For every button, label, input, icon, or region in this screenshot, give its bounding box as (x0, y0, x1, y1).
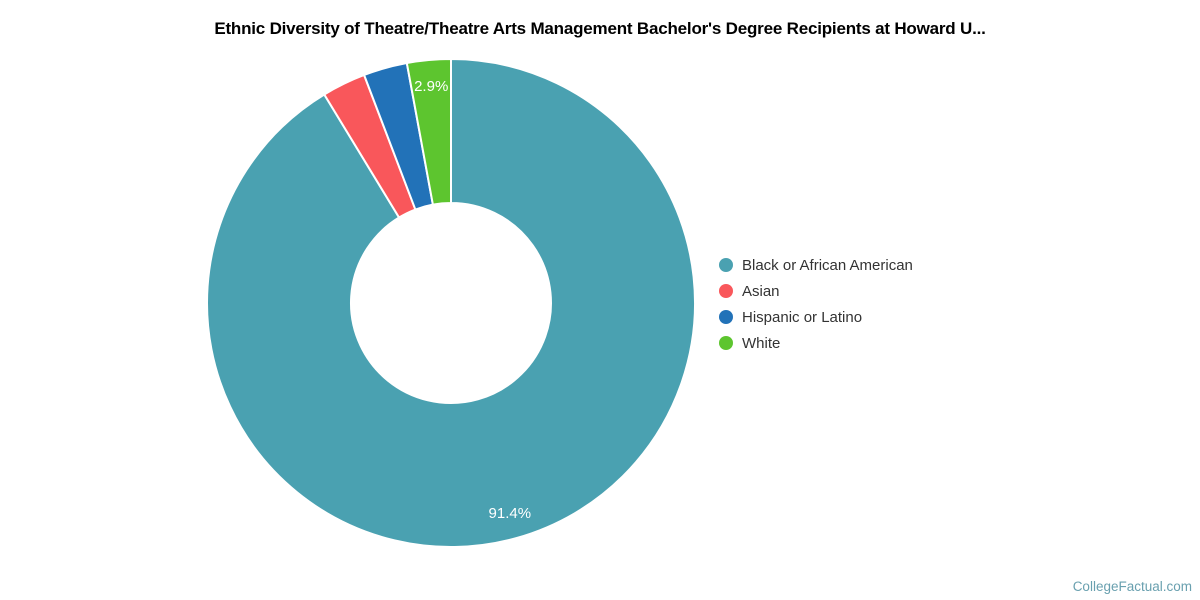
legend-marker-icon (719, 284, 733, 298)
donut-slices (206, 58, 696, 548)
legend-marker-icon (719, 258, 733, 272)
legend-item-asian[interactable]: Asian (719, 278, 913, 304)
slice-label-white: 2.9% (414, 78, 448, 95)
slice-labels: 91.4% 2.9% (414, 78, 531, 522)
pie-slice-white[interactable] (405, 58, 452, 206)
legend-marker-icon (719, 310, 733, 324)
slice-label-black-or-african-american: 91.4% (489, 505, 532, 522)
legend-item-white[interactable]: White (719, 330, 913, 356)
legend-label: Black or African American (742, 256, 913, 274)
legend-item-black-or-african-american[interactable]: Black or African American (719, 252, 913, 278)
footer-credit: CollegeFactual.com (1072, 579, 1192, 594)
pie-slice-black-or-african-american[interactable] (206, 58, 696, 548)
chart-title: Ethnic Diversity of Theatre/Theatre Arts… (214, 19, 986, 38)
legend-item-hispanic-or-latino[interactable]: Hispanic or Latino (719, 304, 913, 330)
legend-label: Hispanic or Latino (742, 308, 863, 326)
legend-label: White (742, 334, 781, 352)
legend-marker-icon (719, 336, 733, 350)
legend: Black or African American Asian Hispanic o… (719, 252, 913, 356)
legend-label: Asian (742, 282, 780, 300)
